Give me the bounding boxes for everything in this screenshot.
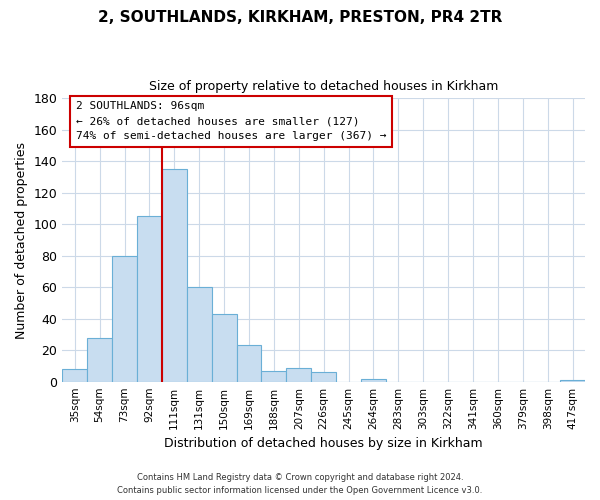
Bar [187, 287, 212, 382]
Text: Contains HM Land Registry data © Crown copyright and database right 2024.
Contai: Contains HM Land Registry data © Crown c… [118, 473, 482, 495]
Bar [137, 216, 162, 382]
Text: 2, SOUTHLANDS, KIRKHAM, PRESTON, PR4 2TR: 2, SOUTHLANDS, KIRKHAM, PRESTON, PR4 2TR [98, 10, 502, 25]
Bar [212, 314, 236, 382]
Y-axis label: Number of detached properties: Number of detached properties [15, 142, 28, 338]
Bar [112, 256, 137, 382]
Bar [236, 346, 262, 382]
X-axis label: Distribution of detached houses by size in Kirkham: Distribution of detached houses by size … [164, 437, 483, 450]
Bar [286, 368, 311, 382]
Bar [311, 372, 336, 382]
Bar [262, 370, 286, 382]
Bar [361, 378, 386, 382]
Bar [62, 369, 87, 382]
Text: 2 SOUTHLANDS: 96sqm
← 26% of detached houses are smaller (127)
74% of semi-detac: 2 SOUTHLANDS: 96sqm ← 26% of detached ho… [76, 102, 386, 141]
Bar [87, 338, 112, 382]
Bar [162, 169, 187, 382]
Bar [560, 380, 585, 382]
Title: Size of property relative to detached houses in Kirkham: Size of property relative to detached ho… [149, 80, 499, 93]
